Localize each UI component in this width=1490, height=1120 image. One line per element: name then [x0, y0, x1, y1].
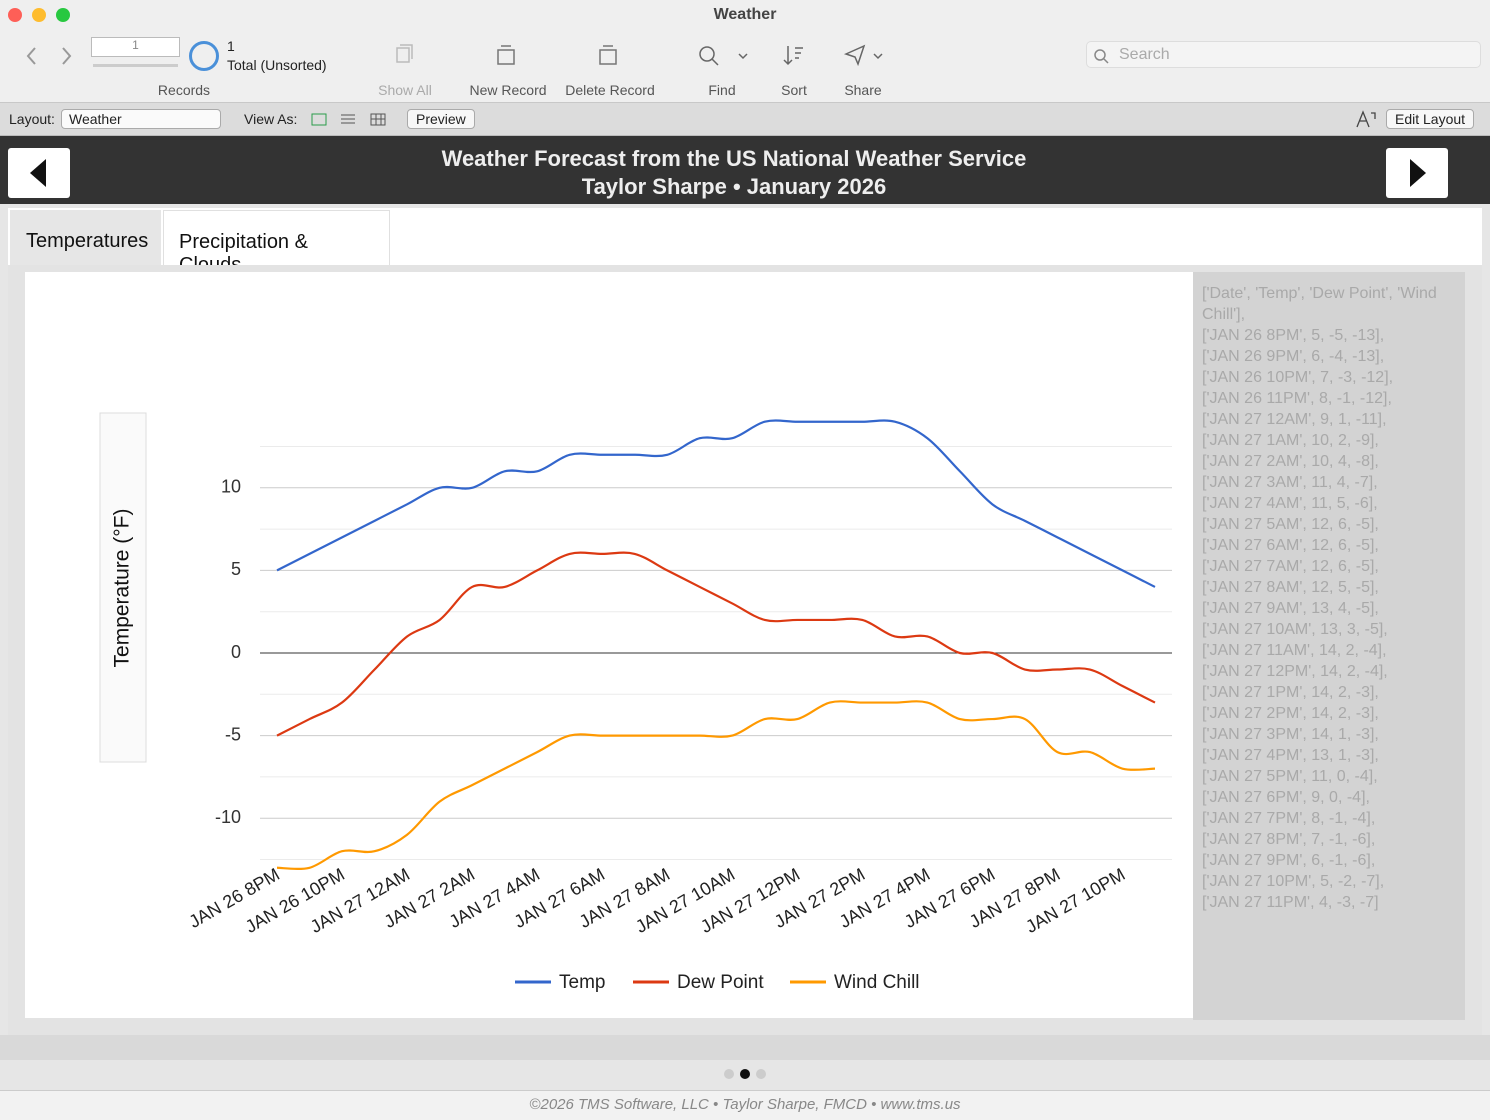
close-button[interactable]	[8, 8, 22, 22]
footer: ©2026 TMS Software, LLC • Taylor Sharpe,…	[0, 1090, 1490, 1120]
data-line: ['JAN 27 11AM', 14, 2, -4],	[1202, 642, 1387, 659]
y-tick-label: 5	[231, 559, 241, 579]
minimize-button[interactable]	[32, 8, 46, 22]
status-strip	[0, 1035, 1490, 1060]
y-axis-title: Temperature (°F)	[111, 509, 134, 668]
y-tick-label: -5	[225, 724, 241, 744]
data-line: ['JAN 27 9PM', 6, -1, -6],	[1202, 852, 1376, 869]
data-line: ['JAN 27 5AM', 12, 6, -5],	[1202, 516, 1379, 533]
data-line: ['JAN 27 7PM', 8, -1, -4],	[1202, 810, 1376, 827]
data-line: ['JAN 27 12AM', 9, 1, -11],	[1202, 411, 1387, 428]
view-icons[interactable]	[310, 111, 390, 129]
search-placeholder: Search	[1119, 46, 1170, 63]
zoom-button[interactable]	[56, 8, 70, 22]
record-field[interactable]: 1	[91, 37, 180, 57]
found-label: Total (Unsorted)	[227, 57, 327, 73]
data-line: ['JAN 27 8PM', 7, -1, -6],	[1202, 831, 1376, 848]
data-line: ['Date', 'Temp', 'Dew Point', 'Wind Chil…	[1202, 285, 1437, 323]
prev-button[interactable]	[8, 148, 70, 198]
data-line: ['JAN 26 9PM', 6, -4, -13],	[1202, 348, 1385, 365]
record-pie	[189, 41, 219, 71]
y-tick-label: -10	[215, 807, 241, 827]
data-line: ['JAN 27 1PM', 14, 2, -3],	[1202, 684, 1379, 701]
layout-name: Weather	[69, 111, 122, 127]
search-icon	[1094, 49, 1109, 64]
series-line	[276, 419, 1156, 588]
legend-label: Dew Point	[677, 972, 764, 993]
delete-record-button[interactable]: Delete Record	[565, 82, 655, 98]
window-title: Weather	[713, 6, 777, 23]
edit-layout-button[interactable]: Edit Layout	[1386, 109, 1475, 129]
toolbar-icons	[396, 44, 883, 67]
find-button[interactable]: Find	[708, 82, 736, 98]
data-line: ['JAN 27 5PM', 11, 0, -4],	[1202, 768, 1378, 785]
share-button[interactable]: Share	[844, 82, 882, 98]
header-subtitle: Taylor Sharpe • January 2026	[581, 174, 887, 199]
tab-temperatures[interactable]: Temperatures	[10, 210, 161, 265]
records-label: Records	[157, 82, 211, 98]
data-line: ['JAN 26 11PM', 8, -1, -12],	[1202, 390, 1392, 407]
nav-arrows[interactable]	[20, 42, 80, 70]
layout-select[interactable]: Weather	[61, 109, 221, 129]
data-line: ['JAN 27 12PM', 14, 2, -4],	[1202, 663, 1388, 680]
data-line: ['JAN 27 10PM', 5, -2, -7],	[1202, 873, 1385, 890]
sort-button[interactable]: Sort	[781, 82, 807, 98]
found-count: 1	[227, 38, 235, 54]
tab-precipitation[interactable]: Precipitation & Clouds	[163, 210, 390, 276]
data-line: ['JAN 27 1AM', 10, 2, -9],	[1202, 432, 1379, 449]
data-line: ['JAN 27 3PM', 14, 1, -3],	[1202, 726, 1379, 743]
font-icon[interactable]	[1355, 109, 1377, 129]
header-title: Weather Forecast from the US National We…	[441, 146, 1027, 171]
legend-label: Temp	[559, 972, 605, 993]
layout-label: Layout:	[9, 111, 55, 127]
y-axis-title-box	[99, 412, 147, 763]
view-as-label: View As:	[244, 111, 298, 127]
y-tick-label: 10	[221, 477, 241, 497]
data-line: ['JAN 27 3AM', 11, 4, -7],	[1202, 474, 1378, 491]
y-tick-label: 0	[231, 642, 241, 662]
data-line: ['JAN 26 8PM', 5, -5, -13],	[1202, 327, 1385, 344]
data-line: ['JAN 27 9AM', 13, 4, -5],	[1202, 600, 1379, 617]
legend-label: Wind Chill	[834, 972, 920, 993]
data-line: ['JAN 27 11PM', 4, -3, -7]	[1202, 894, 1379, 911]
new-record-button[interactable]: New Record	[469, 82, 547, 98]
data-line: ['JAN 27 2PM', 14, 2, -3],	[1202, 705, 1379, 722]
series-line	[276, 700, 1156, 871]
data-panel: ['Date', 'Temp', 'Dew Point', 'Wind Chil…	[1193, 272, 1465, 1020]
next-button[interactable]	[1386, 148, 1448, 198]
data-line: ['JAN 27 4AM', 11, 5, -6],	[1202, 495, 1378, 512]
preview-button[interactable]: Preview	[407, 109, 475, 129]
data-line: ['JAN 27 6PM', 9, 0, -4],	[1202, 789, 1370, 806]
show-all-button[interactable]: Show All	[378, 82, 432, 98]
data-line: ['JAN 27 10AM', 13, 3, -5],	[1202, 621, 1388, 638]
layout-bar: Layout: Weather View As: Preview Edit La…	[0, 103, 1490, 136]
chart-area	[25, 272, 1193, 1018]
page-dots[interactable]	[718, 1066, 770, 1082]
data-line: ['JAN 27 6AM', 12, 6, -5],	[1202, 537, 1379, 554]
data-line: ['JAN 27 2AM', 10, 4, -8],	[1202, 453, 1379, 470]
header: Weather Forecast from the US National We…	[0, 136, 1490, 204]
data-line: ['JAN 27 8AM', 12, 5, -5],	[1202, 579, 1379, 596]
record-slider[interactable]	[93, 64, 178, 67]
toolbar: Weather 1 1 Total (Unsorted) Records Sho…	[0, 0, 1490, 103]
data-line: ['JAN 26 10PM', 7, -3, -12],	[1202, 369, 1394, 386]
search-field[interactable]: Search	[1086, 41, 1481, 68]
data-line: ['JAN 27 7AM', 12, 6, -5],	[1202, 558, 1379, 575]
series-line	[276, 551, 1156, 737]
data-line: ['JAN 27 4PM', 13, 1, -3],	[1202, 747, 1379, 764]
